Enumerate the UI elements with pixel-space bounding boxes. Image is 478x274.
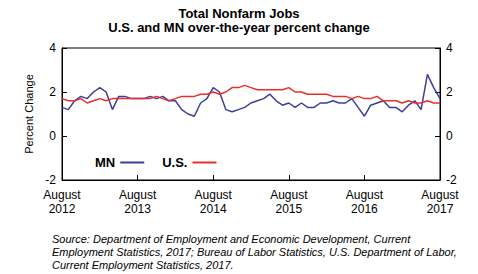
- svg-text:U.S.: U.S.: [162, 155, 187, 170]
- svg-text:2015: 2015: [275, 202, 302, 216]
- svg-text:Current Employment Statistics,: Current Employment Statistics, 2017.: [52, 259, 234, 271]
- svg-text:-2: -2: [45, 173, 56, 187]
- svg-text:2013: 2013: [124, 202, 151, 216]
- svg-text:2: 2: [446, 85, 453, 99]
- svg-text:2017: 2017: [427, 202, 454, 216]
- svg-text:August: August: [270, 188, 308, 202]
- svg-text:Source: Department of Employme: Source: Department of Employment and Eco…: [52, 233, 413, 245]
- svg-text:2: 2: [49, 85, 56, 99]
- svg-text:Percent Change: Percent Change: [23, 74, 35, 154]
- svg-text:Total Nonfarm Jobs: Total Nonfarm Jobs: [178, 6, 299, 21]
- svg-text:August: August: [119, 188, 157, 202]
- svg-text:4: 4: [446, 41, 453, 55]
- svg-text:0: 0: [49, 129, 56, 143]
- svg-text:August: August: [346, 188, 384, 202]
- svg-text:2016: 2016: [351, 202, 378, 216]
- svg-text:0: 0: [446, 129, 453, 143]
- svg-text:August: August: [421, 188, 459, 202]
- svg-text:U.S. and MN over-the-year perc: U.S. and MN over-the-year percent change: [108, 20, 370, 35]
- svg-text:-2: -2: [446, 173, 457, 187]
- svg-text:4: 4: [49, 41, 56, 55]
- svg-text:2014: 2014: [200, 202, 227, 216]
- svg-text:MN: MN: [95, 155, 115, 170]
- svg-text:August: August: [43, 188, 81, 202]
- svg-text:Employment Statistics, 2017; B: Employment Statistics, 2017; Bureau of L…: [52, 246, 460, 258]
- svg-text:2012: 2012: [49, 202, 76, 216]
- svg-text:August: August: [195, 188, 233, 202]
